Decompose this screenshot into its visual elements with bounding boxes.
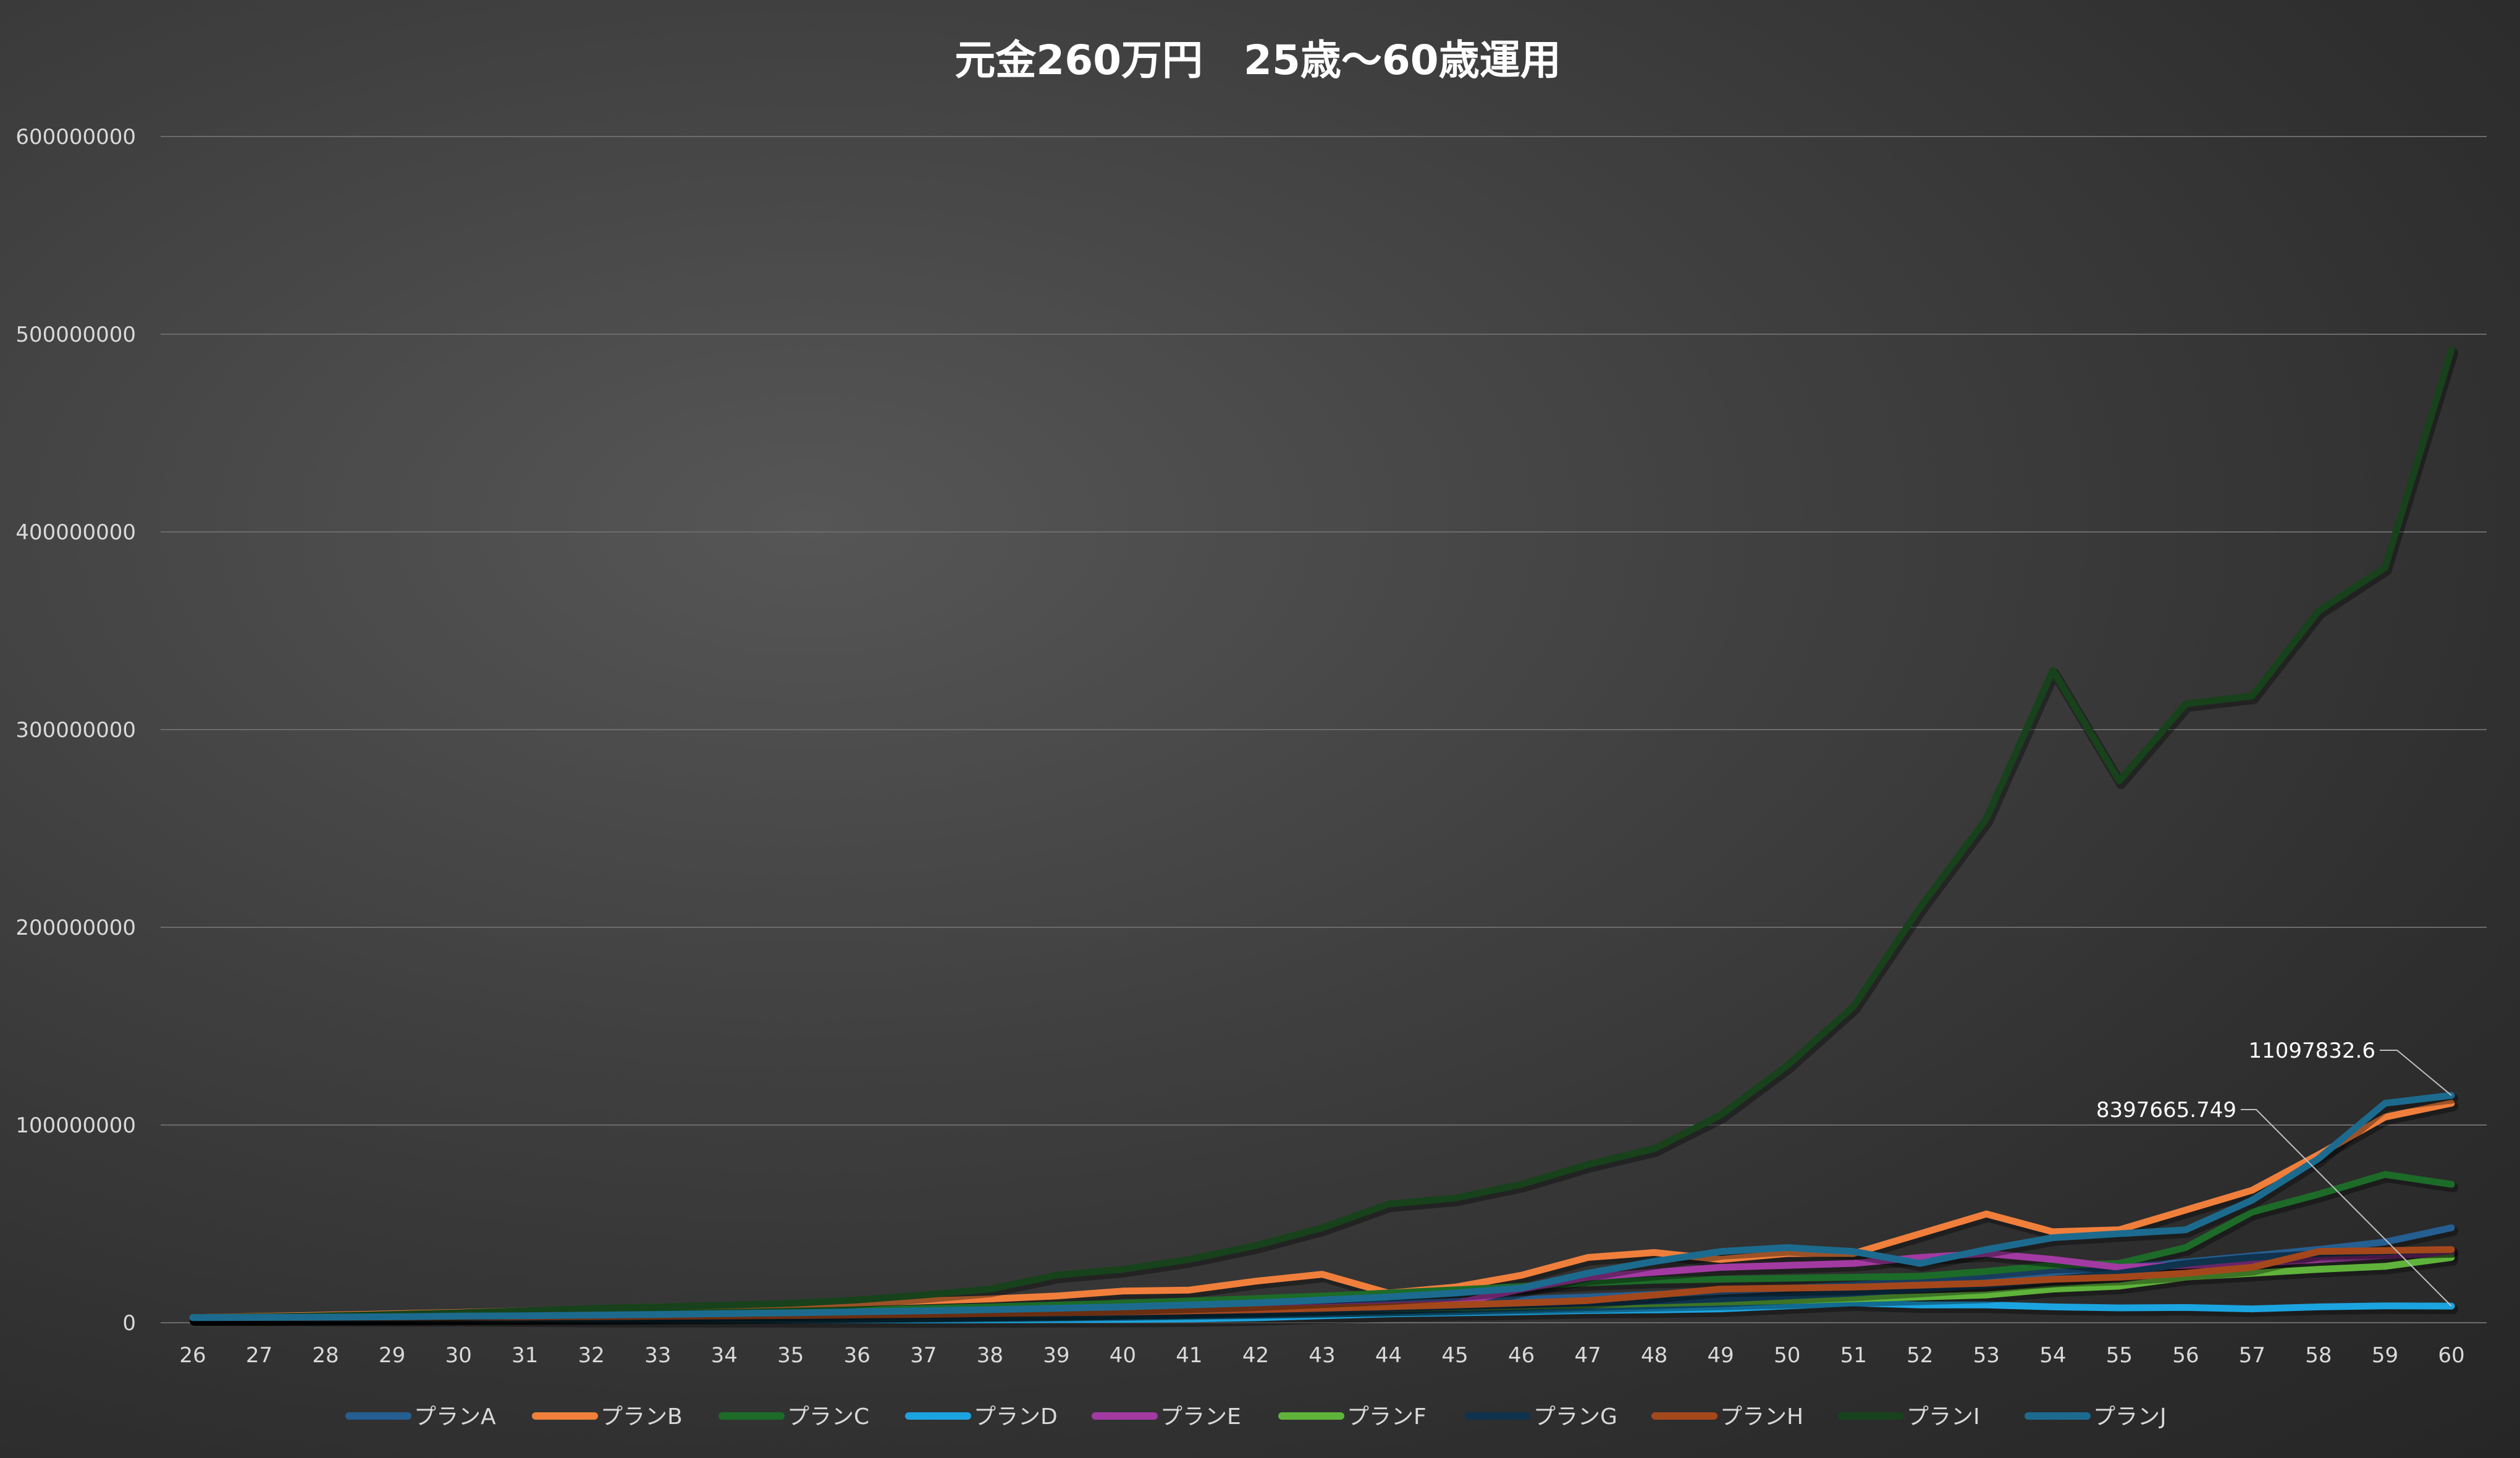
legend-label: プランB <box>601 1404 683 1430</box>
series-line-10 <box>189 1092 2455 1321</box>
x-tick-label: 59 <box>2372 1343 2398 1368</box>
y-tick-label: 300000000 <box>15 718 136 743</box>
x-tick-label: 53 <box>1973 1343 2000 1368</box>
x-tick-label: 51 <box>1840 1343 1867 1368</box>
x-tick-label: 34 <box>711 1343 738 1368</box>
x-tick-label: 38 <box>977 1343 1003 1368</box>
x-tick-label: 41 <box>1176 1343 1202 1368</box>
x-tick-label: 57 <box>2239 1343 2265 1368</box>
x-tick-label: 29 <box>379 1343 405 1368</box>
legend: プランA プランB プランC プランD プランE プランF プランG プランH プランI プランJ <box>345 1404 2167 1430</box>
y-tick-label: 500000000 <box>15 322 136 347</box>
x-tick-label: 42 <box>1242 1343 1269 1368</box>
gridlines <box>161 136 2487 1323</box>
x-tick-label: 58 <box>2305 1343 2332 1368</box>
x-axis-ticks: 26 27 28 29 30 31 32 33 34 35 36 37 38 39 40 41 42 43 44 45… <box>179 1343 2464 1368</box>
x-tick-label: 39 <box>1043 1343 1069 1368</box>
x-tick-label: 54 <box>2039 1343 2066 1368</box>
series-line-3 <box>189 1171 2455 1321</box>
series-line-9 <box>189 347 2455 1321</box>
annotation-leader-line <box>2380 1050 2452 1096</box>
legend-label: プランH <box>1720 1404 1803 1430</box>
data-label: 8397665.749 <box>2096 1098 2236 1123</box>
x-tick-label: 56 <box>2172 1343 2199 1368</box>
x-tick-label: 40 <box>1110 1343 1136 1368</box>
legend-label: プランF <box>1347 1404 1426 1430</box>
x-tick-label: 52 <box>1907 1343 1933 1368</box>
x-tick-label: 47 <box>1574 1343 1601 1368</box>
x-tick-label: 50 <box>1774 1343 1800 1368</box>
data-label: 11097832.6 <box>2249 1039 2376 1063</box>
legend-label: プランA <box>414 1404 496 1430</box>
x-tick-label: 36 <box>844 1343 870 1368</box>
y-axis-ticks: 0 100000000 200000000 300000000 400000000 500… <box>15 125 136 1336</box>
x-tick-label: 28 <box>312 1343 339 1368</box>
x-tick-label: 32 <box>578 1343 605 1368</box>
x-tick-label: 30 <box>445 1343 471 1368</box>
x-tick-label: 43 <box>1308 1343 1335 1368</box>
y-tick-label: 400000000 <box>15 520 136 545</box>
x-tick-label: 55 <box>2106 1343 2133 1368</box>
x-tick-label: 35 <box>777 1343 804 1368</box>
series-lines <box>189 347 2458 1328</box>
x-tick-label: 33 <box>644 1343 671 1368</box>
y-tick-label: 600000000 <box>15 125 136 150</box>
chart-title: 元金260万円 25歳～60歳運用 <box>954 36 1561 84</box>
x-tick-label: 26 <box>179 1343 206 1368</box>
legend-label: プランD <box>974 1404 1058 1430</box>
series-line-shadow <box>190 348 2458 1326</box>
x-tick-label: 45 <box>1441 1343 1468 1368</box>
data-annotations: 11097832.6 8397665.749 <box>2096 1039 2452 1307</box>
x-tick-label: 46 <box>1508 1343 1535 1368</box>
legend-label: プランE <box>1160 1404 1241 1430</box>
legend-label: プランI <box>1907 1404 1980 1430</box>
legend-label: プランG <box>1533 1404 1617 1430</box>
y-tick-label: 100000000 <box>15 1113 136 1138</box>
x-tick-label: 37 <box>910 1343 937 1368</box>
x-tick-label: 27 <box>246 1343 272 1368</box>
x-tick-label: 44 <box>1375 1343 1402 1368</box>
x-tick-label: 48 <box>1641 1343 1667 1368</box>
annotation-leader-line <box>2241 1109 2452 1307</box>
y-tick-label: 0 <box>122 1311 136 1336</box>
legend-label: プランJ <box>2093 1404 2167 1430</box>
x-tick-label: 60 <box>2438 1343 2464 1368</box>
x-tick-label: 49 <box>1708 1343 1734 1368</box>
x-tick-label: 31 <box>512 1343 538 1368</box>
legend-label: プランC <box>787 1404 869 1430</box>
y-tick-label: 200000000 <box>15 916 136 940</box>
